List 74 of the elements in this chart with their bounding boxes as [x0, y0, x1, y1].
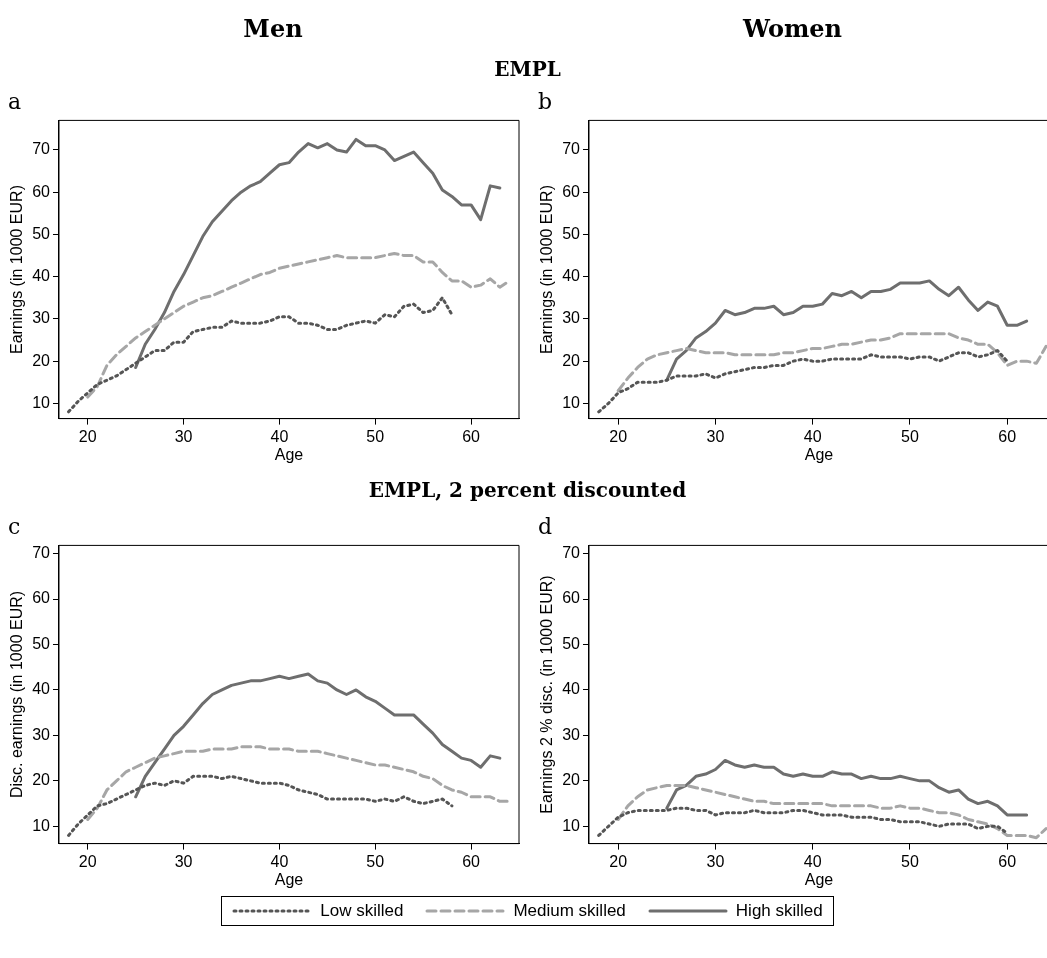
y-tick-label: 30: [32, 725, 51, 743]
y-tick-label: 70: [32, 140, 51, 158]
x-axis-title: Age: [274, 445, 304, 463]
x-tick-label: 50: [901, 852, 919, 870]
y-tick-label: 20: [32, 771, 51, 789]
text: EMPL, 2 percent discounted: [368, 478, 687, 502]
y-tick-label: 40: [32, 267, 51, 285]
line-series: [616, 783, 1047, 840]
y-tick-label: 50: [32, 634, 51, 652]
x-tick-label: 50: [366, 852, 385, 870]
x-tick-label: 40: [270, 427, 289, 445]
legend-label: Low skilled: [320, 901, 404, 921]
x-tick-label: 60: [998, 427, 1017, 445]
text: Women: [741, 13, 844, 43]
y-tick-label: 10: [32, 816, 51, 834]
x-tick-label: 30: [706, 852, 725, 870]
y-tick-label: 70: [562, 543, 581, 561]
legend-label: High skilled: [735, 901, 823, 921]
x-tick-label: 60: [998, 852, 1017, 870]
x-tick-label: 30: [174, 427, 193, 445]
y-axis-title: Disc. earnings (in 1000 EUR): [8, 590, 26, 799]
x-axis-title: Age: [804, 445, 834, 463]
y-axis-title: Earnings 2 % disc. (in 1000 EUR): [538, 575, 556, 814]
y-tick-label: 60: [32, 182, 51, 200]
x-tick-label: 50: [901, 427, 919, 445]
line-series: [597, 806, 1009, 837]
y-tick-label: 50: [562, 634, 581, 652]
line-series: [67, 296, 454, 414]
y-tick-label: 30: [562, 725, 581, 743]
y-tick-label: 50: [562, 224, 581, 242]
x-tick-label: 20: [609, 427, 628, 445]
chart-title: a: [8, 88, 22, 114]
y-axis-title: Earnings (in 1000 EUR): [8, 185, 26, 354]
chart-title: c: [8, 513, 21, 539]
chart-title: b: [538, 88, 553, 114]
y-tick-label: 10: [562, 393, 581, 411]
line-series: [67, 774, 454, 837]
y-tick-label: 20: [32, 351, 51, 369]
line-series: [597, 349, 1009, 414]
y-tick-label: 30: [32, 309, 51, 327]
y-tick-label: 20: [562, 351, 581, 369]
x-tick-label: 20: [609, 852, 628, 870]
y-tick-label: 70: [32, 543, 51, 561]
x-tick-label: 40: [803, 427, 822, 445]
x-tick-label: 20: [78, 852, 97, 870]
y-tick-label: 70: [562, 140, 581, 158]
x-tick-label: 60: [462, 852, 481, 870]
legend-label: Medium skilled: [513, 901, 626, 921]
x-tick-label: 60: [462, 427, 481, 445]
y-tick-label: 60: [562, 589, 581, 607]
x-tick-label: 50: [366, 427, 385, 445]
x-axis-title: Age: [274, 870, 304, 888]
y-tick-label: 60: [32, 589, 51, 607]
y-tick-label: 40: [562, 680, 581, 698]
y-tick-label: 30: [562, 309, 581, 327]
x-tick-label: 30: [174, 852, 193, 870]
y-axis-title: Earnings (in 1000 EUR): [538, 185, 556, 354]
y-tick-label: 60: [562, 182, 581, 200]
y-tick-label: 10: [562, 816, 581, 834]
line-series: [616, 332, 1047, 393]
text: EMPL: [494, 57, 561, 81]
x-axis-title: Age: [804, 870, 834, 888]
x-tick-label: 40: [803, 852, 822, 870]
x-tick-label: 20: [78, 427, 97, 445]
text: Men: [242, 13, 304, 43]
chart-title: d: [538, 513, 553, 539]
y-tick-label: 20: [562, 771, 581, 789]
y-tick-label: 40: [562, 267, 581, 285]
y-tick-label: 50: [32, 224, 51, 242]
x-tick-label: 30: [706, 427, 725, 445]
x-tick-label: 40: [270, 852, 289, 870]
line-series: [86, 745, 511, 822]
y-tick-label: 40: [32, 680, 51, 698]
y-tick-label: 10: [32, 393, 51, 411]
